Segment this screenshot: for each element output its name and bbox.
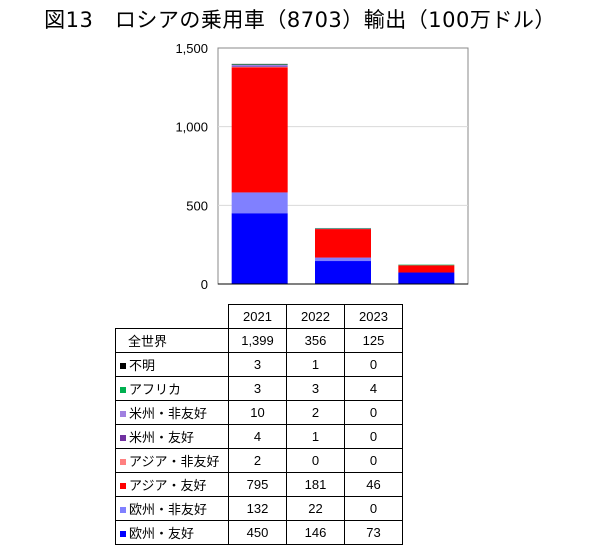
bar-segment [315, 258, 371, 261]
bar-segment [232, 65, 288, 67]
table-cell: 1 [287, 353, 345, 377]
bar-segment [315, 261, 371, 284]
table-cell: 0 [345, 497, 403, 521]
series-label: 全世界 [116, 329, 229, 353]
legend-swatch [120, 387, 126, 393]
table-cell: 22 [287, 497, 345, 521]
x-tick-label: 2021 [229, 305, 287, 329]
legend-swatch [120, 435, 126, 441]
bar-segment [232, 192, 288, 213]
bar-segment [398, 265, 454, 272]
table-cell: 0 [345, 425, 403, 449]
table-cell: 1,399 [229, 329, 287, 353]
table-cell: 146 [287, 521, 345, 545]
y-tick-label: 1,000 [175, 120, 208, 135]
bar-segment [232, 66, 288, 67]
table-cell: 3 [287, 377, 345, 401]
series-label: 米州・友好 [116, 425, 229, 449]
table-cell: 132 [229, 497, 287, 521]
series-label: 欧州・非友好 [116, 497, 229, 521]
table-cell: 0 [287, 449, 345, 473]
table-cell: 450 [229, 521, 287, 545]
series-label: アジア・友好 [116, 473, 229, 497]
legend-swatch [120, 507, 126, 513]
series-label: 米州・非友好 [116, 401, 229, 425]
y-tick-label: 0 [201, 277, 208, 292]
table-cell: 1 [287, 425, 345, 449]
table-cell: 3 [229, 353, 287, 377]
y-tick-label: 1,500 [175, 41, 208, 56]
legend-swatch [120, 411, 126, 417]
legend-swatch [120, 459, 126, 465]
table-cell: 2 [287, 401, 345, 425]
table-cell: 125 [345, 329, 403, 353]
table-cell: 10 [229, 401, 287, 425]
table-cell: 356 [287, 329, 345, 353]
series-label: 欧州・友好 [116, 521, 229, 545]
table-cell: 0 [345, 401, 403, 425]
table-cell: 3 [229, 377, 287, 401]
table-cell: 4 [345, 377, 403, 401]
table-cell: 4 [229, 425, 287, 449]
table-cell: 2 [229, 449, 287, 473]
bar-segment [315, 229, 371, 257]
table-cell: 0 [345, 353, 403, 377]
table-cell: 46 [345, 473, 403, 497]
legend-swatch [120, 483, 126, 489]
table-cell: 73 [345, 521, 403, 545]
table-cell: 795 [229, 473, 287, 497]
series-label: アフリカ [116, 377, 229, 401]
table-cell: 0 [345, 449, 403, 473]
bar-segment [232, 67, 288, 192]
bar-segment [232, 213, 288, 284]
x-tick-label: 2022 [287, 305, 345, 329]
bar-segment [398, 273, 454, 284]
legend-swatch [120, 363, 126, 369]
y-tick-label: 500 [186, 198, 208, 213]
table-cell: 181 [287, 473, 345, 497]
bar-segment [398, 265, 454, 266]
x-tick-label: 2023 [345, 305, 403, 329]
series-label: アジア・非友好 [116, 449, 229, 473]
table-corner [116, 305, 229, 329]
series-label: 不明 [116, 353, 229, 377]
